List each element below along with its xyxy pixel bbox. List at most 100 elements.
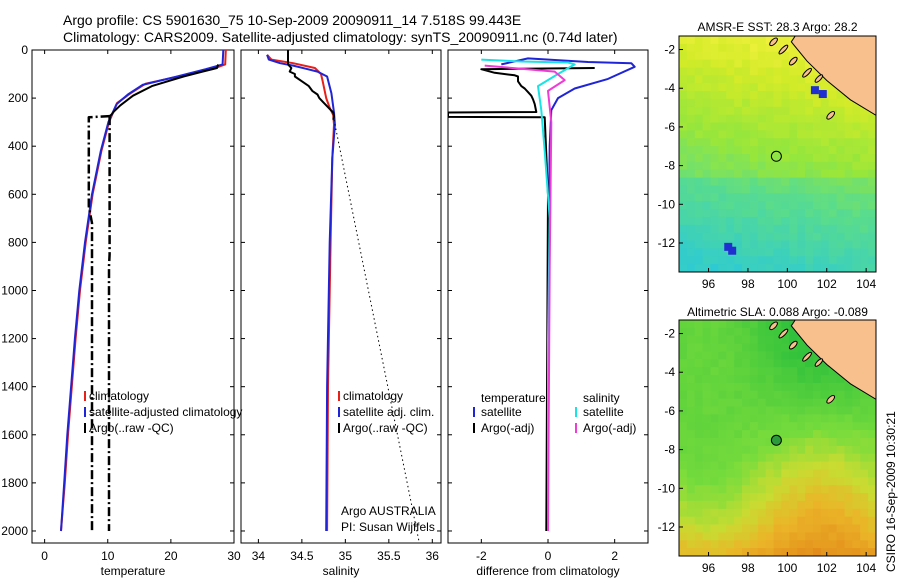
map-cell [749, 146, 759, 155]
map-cell [789, 500, 798, 510]
map-cell [868, 422, 876, 431]
map-panel-sst: AMSR-E SST: 28.3 Argo: 28.2 96 98 100 102 104… [658, 20, 877, 291]
map-cell [828, 469, 838, 478]
map-cell [742, 114, 751, 124]
map-cell [710, 224, 719, 234]
map-cell [860, 430, 869, 439]
map-cell [710, 122, 719, 131]
map-cell [749, 375, 759, 384]
map-cell [836, 524, 846, 533]
map-cell [844, 209, 853, 218]
map-cell [797, 232, 806, 242]
map-cell [805, 232, 814, 242]
map-cell [797, 59, 806, 69]
temperature-ytick-label: 1000 [1, 283, 28, 297]
map-cell [836, 382, 846, 392]
island [802, 351, 812, 362]
map-cell [749, 106, 759, 116]
map-cell [860, 216, 869, 226]
map-cell [726, 398, 735, 408]
map-cell [742, 240, 751, 249]
map-cell [742, 67, 751, 76]
map-lat-label: -12 [658, 520, 676, 534]
map-cell [749, 154, 759, 163]
map-cell [726, 327, 735, 337]
map-cell [820, 508, 830, 518]
map-cell [844, 398, 853, 408]
map-cell [797, 398, 806, 408]
map-cell [781, 240, 790, 249]
map-cell [797, 493, 806, 502]
map-cell [749, 67, 759, 76]
map-cell [781, 469, 790, 478]
map-cell [686, 59, 696, 69]
map-cell [844, 224, 853, 234]
map-lon-label: 98 [741, 561, 755, 575]
map-cell [686, 106, 696, 116]
map-cell [710, 91, 719, 100]
map-lon-label: 100 [777, 277, 797, 291]
map-cell [694, 493, 704, 502]
map-cell [813, 146, 822, 155]
map-cell [836, 540, 846, 549]
map-cell [852, 422, 861, 431]
map-cell [742, 154, 751, 163]
map-cell [789, 351, 798, 360]
temperature-axes-frame [31, 49, 235, 544]
map-cell [702, 67, 712, 76]
map-cell [757, 532, 767, 541]
map-cell [686, 477, 696, 486]
map-cell [789, 461, 798, 471]
map-cell [789, 138, 798, 147]
map-cell [813, 453, 822, 463]
map-cell [718, 256, 727, 265]
map-cell [797, 375, 806, 384]
map-cell [757, 548, 767, 556]
difference-xtick-label: 2 [611, 549, 618, 563]
map-cell [797, 414, 806, 423]
footer-timestamp: CSIRO 16-Sep-2009 10:30:21 [884, 411, 898, 572]
map-cell [844, 469, 853, 478]
map-cell [702, 75, 712, 84]
map-cell [781, 445, 790, 455]
map-cell [781, 430, 790, 439]
map-cell [734, 114, 743, 124]
map-cell [844, 485, 853, 494]
map-cell [820, 524, 830, 533]
map-cell [813, 414, 822, 423]
map-cell [686, 240, 696, 249]
map-cell [734, 469, 743, 478]
map-cell [702, 201, 712, 210]
map-cell [852, 430, 861, 439]
map-cell [860, 114, 869, 124]
map-cell [805, 130, 814, 139]
map-cell [789, 422, 798, 431]
map-cell [836, 169, 846, 179]
map-cell [679, 359, 688, 368]
map-cell [781, 36, 790, 45]
map-cell [773, 185, 783, 194]
map-cell [749, 414, 759, 423]
map-cell [726, 359, 735, 368]
map-cell [820, 193, 830, 202]
map-cell [757, 161, 767, 171]
map-cell [718, 422, 727, 431]
map-cell [718, 106, 727, 116]
map-cell [805, 430, 814, 439]
map-field [679, 320, 876, 556]
map-cell [718, 351, 727, 360]
map-cell [813, 216, 822, 226]
map-cell [734, 493, 743, 502]
map-cell [797, 422, 806, 431]
land-sumatra [790, 36, 876, 116]
map-cell [813, 193, 822, 202]
map-cell [781, 406, 790, 415]
map-cell [694, 516, 704, 526]
map-cell [734, 193, 743, 202]
map-cell [852, 161, 861, 171]
map-cell [781, 359, 790, 368]
map-cell [686, 169, 696, 179]
map-cell [742, 75, 751, 84]
map-cell [781, 548, 790, 556]
map-cell [844, 477, 853, 486]
